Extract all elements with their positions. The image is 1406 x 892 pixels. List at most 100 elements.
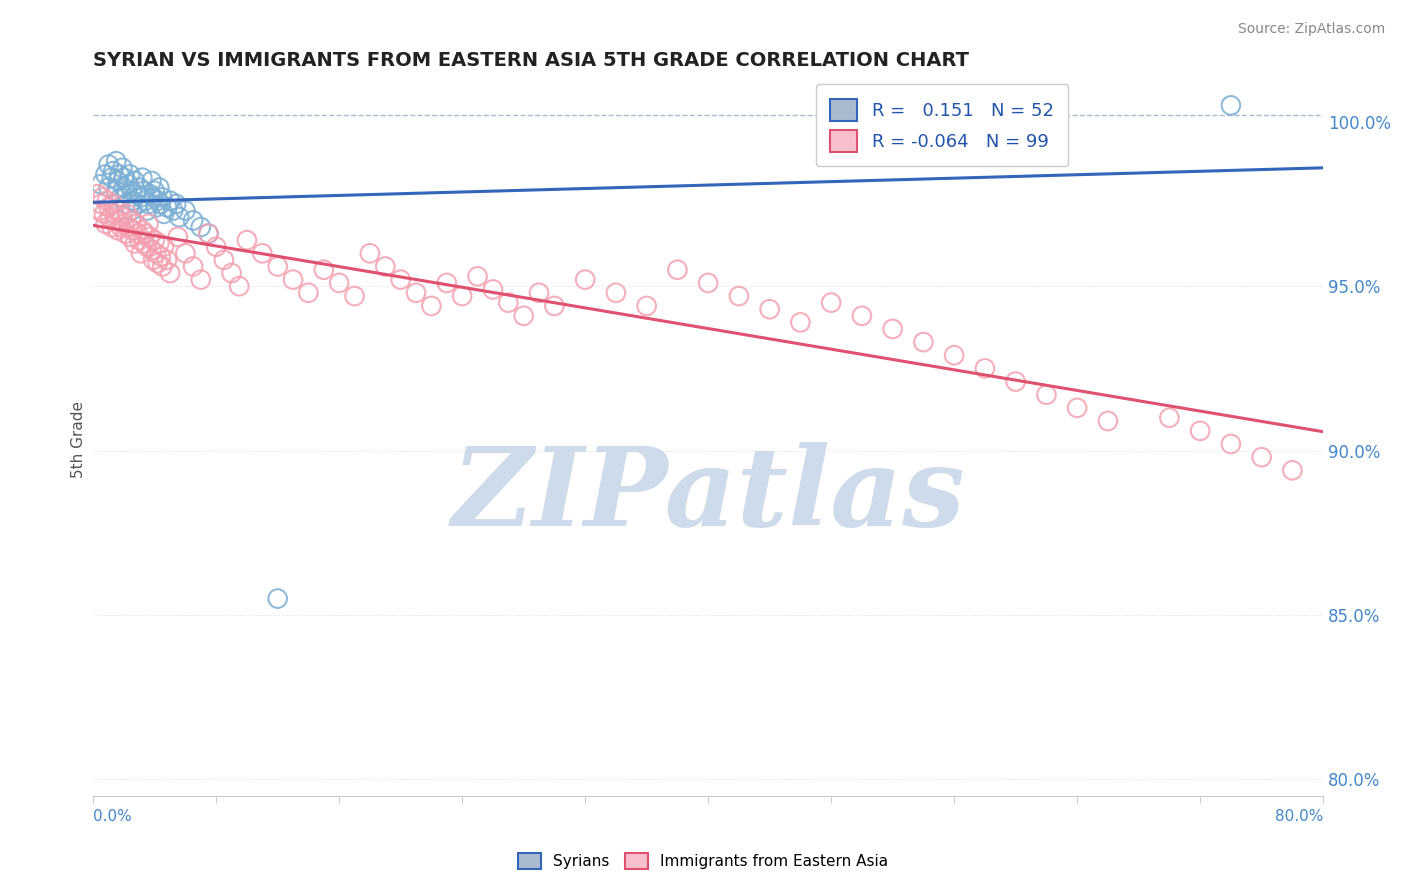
Point: [666, 262, 689, 277]
Point: [574, 272, 596, 286]
Point: [97, 180, 120, 194]
Point: [1281, 463, 1303, 477]
Point: [110, 219, 132, 234]
Point: [174, 246, 197, 260]
Point: [312, 262, 335, 277]
Point: [212, 252, 235, 267]
Point: [697, 276, 720, 290]
Point: [120, 230, 142, 244]
Point: [131, 223, 153, 237]
Point: [1219, 437, 1241, 451]
Point: [149, 197, 172, 211]
Point: [121, 203, 143, 218]
Point: [97, 200, 120, 214]
Point: [89, 203, 111, 218]
Point: [343, 289, 366, 303]
Point: [132, 184, 155, 198]
Point: [174, 203, 197, 218]
Point: [228, 279, 250, 293]
Point: [134, 194, 156, 208]
Point: [190, 219, 212, 234]
Point: [127, 197, 149, 211]
Point: [90, 178, 112, 192]
Point: [105, 154, 128, 169]
Point: [100, 170, 122, 185]
Point: [148, 180, 170, 194]
Point: [111, 161, 134, 175]
Point: [128, 180, 150, 194]
Point: [104, 207, 127, 221]
Point: [122, 194, 145, 208]
Point: [125, 217, 148, 231]
Point: [851, 309, 873, 323]
Point: [105, 213, 128, 227]
Point: [94, 217, 117, 231]
Point: [912, 335, 935, 350]
Point: [107, 223, 129, 237]
Point: [143, 184, 166, 198]
Point: [108, 203, 131, 218]
Point: [131, 170, 153, 185]
Point: [138, 217, 160, 231]
Point: [266, 260, 288, 274]
Point: [1066, 401, 1088, 415]
Point: [359, 246, 381, 260]
Point: [156, 200, 179, 214]
Text: 80.0%: 80.0%: [1275, 809, 1323, 824]
Point: [1250, 450, 1272, 465]
Point: [374, 260, 396, 274]
Point: [281, 272, 304, 286]
Point: [150, 260, 173, 274]
Point: [162, 203, 184, 218]
Point: [728, 289, 751, 303]
Point: [141, 174, 163, 188]
Point: [124, 174, 146, 188]
Point: [1004, 375, 1026, 389]
Point: [91, 190, 114, 204]
Point: [141, 243, 163, 257]
Point: [973, 361, 995, 376]
Point: [820, 295, 842, 310]
Point: [146, 194, 169, 208]
Point: [159, 194, 181, 208]
Point: [128, 233, 150, 247]
Text: 0.0%: 0.0%: [93, 809, 132, 824]
Point: [114, 197, 136, 211]
Point: [156, 252, 179, 267]
Point: [111, 210, 134, 224]
Point: [112, 217, 135, 231]
Point: [236, 233, 259, 247]
Point: [122, 223, 145, 237]
Point: [467, 269, 489, 284]
Y-axis label: 5th Grade: 5th Grade: [72, 401, 86, 477]
Point: [97, 157, 120, 171]
Point: [1189, 424, 1212, 438]
Point: [221, 266, 243, 280]
Point: [197, 227, 219, 241]
Point: [117, 219, 139, 234]
Point: [120, 168, 142, 182]
Point: [145, 200, 167, 214]
Point: [389, 272, 412, 286]
Point: [112, 180, 135, 194]
Point: [90, 197, 112, 211]
Point: [636, 299, 658, 313]
Point: [143, 233, 166, 247]
Point: [115, 187, 138, 202]
Point: [758, 302, 780, 317]
Point: [136, 240, 159, 254]
Point: [605, 285, 627, 300]
Point: [121, 213, 143, 227]
Point: [124, 236, 146, 251]
Point: [136, 203, 159, 218]
Point: [105, 184, 128, 198]
Point: [93, 207, 115, 221]
Point: [498, 295, 520, 310]
Point: [181, 213, 204, 227]
Point: [115, 207, 138, 221]
Point: [166, 230, 188, 244]
Point: [101, 197, 124, 211]
Point: [420, 299, 443, 313]
Point: [125, 187, 148, 202]
Point: [138, 197, 160, 211]
